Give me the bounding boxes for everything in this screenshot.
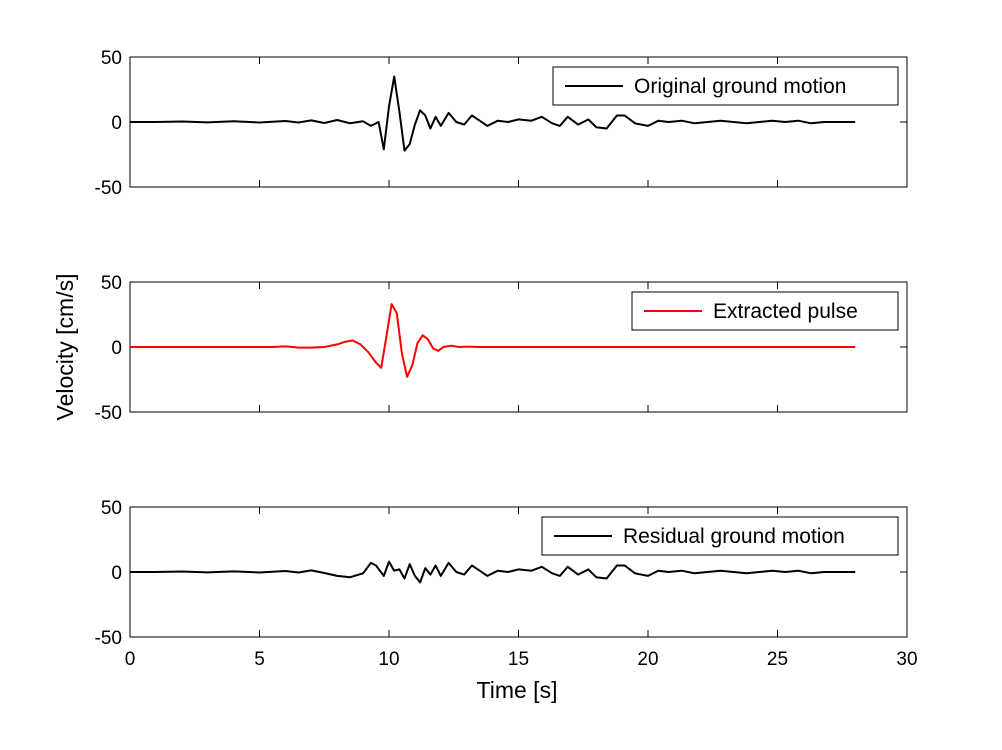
legend: Residual ground motion bbox=[541, 516, 899, 556]
x-tick-label: 20 bbox=[637, 649, 658, 670]
x-tick-label: 10 bbox=[378, 649, 399, 670]
series-line bbox=[130, 303, 856, 378]
legend-label: Original ground motion bbox=[634, 75, 846, 98]
series-line bbox=[130, 560, 856, 584]
y-tick-label: -50 bbox=[95, 403, 122, 424]
y-tick-label: 0 bbox=[111, 563, 122, 584]
x-tick-label: 30 bbox=[896, 649, 917, 670]
legend-label: Residual ground motion bbox=[623, 525, 845, 548]
legend-label: Extracted pulse bbox=[713, 300, 858, 323]
y-tick-label: -50 bbox=[95, 628, 122, 649]
y-tick-label: 50 bbox=[101, 273, 122, 294]
x-tick-label: 25 bbox=[767, 649, 788, 670]
y-tick-label: 50 bbox=[101, 498, 122, 519]
series-line bbox=[130, 75, 856, 152]
x-axis-title: Time [s] bbox=[477, 677, 558, 703]
panel-1: 50 0 -50 Original ground motion bbox=[95, 48, 908, 199]
y-axis-title: Velocity [cm/s] bbox=[52, 274, 78, 421]
y-tick-label: 0 bbox=[111, 338, 122, 359]
y-tick-label: 50 bbox=[101, 48, 122, 69]
y-tick-label: 0 bbox=[111, 113, 122, 134]
x-tick-label: 15 bbox=[508, 649, 529, 670]
x-tick-label: 0 bbox=[125, 649, 136, 670]
legend: Original ground motion bbox=[552, 66, 899, 106]
x-tick-label: 5 bbox=[254, 649, 265, 670]
panel-2: 50 0 -50 Extracted pulse bbox=[95, 273, 908, 424]
y-tick-label: -50 bbox=[95, 178, 122, 199]
legend: Extracted pulse bbox=[631, 291, 899, 331]
